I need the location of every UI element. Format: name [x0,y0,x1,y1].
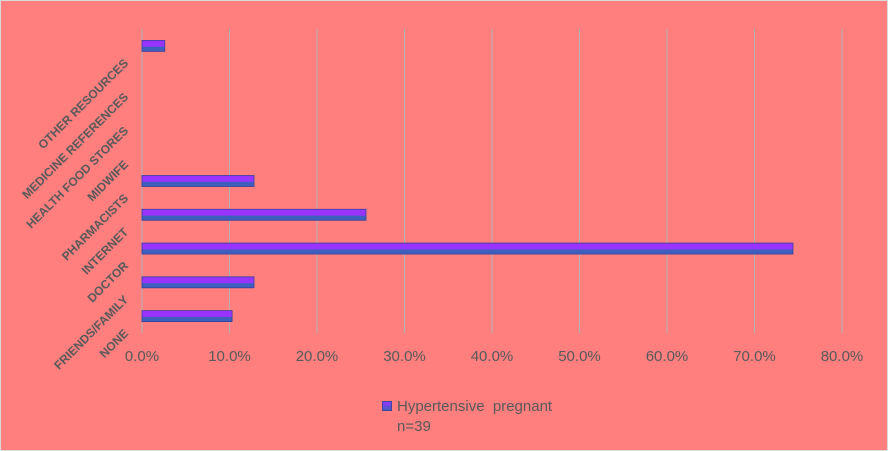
x-tick-label: 70.0% [733,348,776,365]
bar-other-resources [141,39,166,52]
bar-friends-family [141,276,255,289]
bar-none [141,310,233,323]
bar-internet [141,208,367,221]
x-tick-label: 50.0% [558,348,601,365]
bar-pharmacists [141,175,255,187]
legend: Hypertensive pregnant n=39 [382,397,552,437]
x-tick-label: 20.0% [296,348,339,365]
x-tick-label: 40.0% [471,348,514,365]
legend-label: Hypertensive pregnant n=39 [397,398,553,435]
x-tick-label: 30.0% [383,348,426,365]
legend-swatch [382,401,392,411]
x-tick-label: 0.0% [125,348,159,365]
x-tick-label: 60.0% [646,348,689,365]
bar-doctor [141,242,794,255]
x-tick-label: 80.0% [821,348,864,365]
x-tick-label: 10.0% [208,348,251,365]
